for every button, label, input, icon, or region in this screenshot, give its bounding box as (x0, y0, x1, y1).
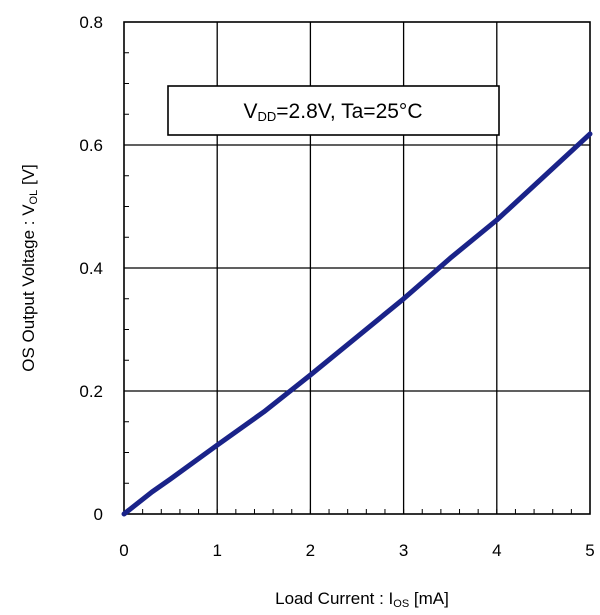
series-layer (121, 131, 593, 517)
y-tick-label: 0.6 (79, 136, 103, 155)
y-tick-labels: 0 0.2 0.4 0.6 0.8 (79, 13, 103, 524)
x-axis-title: Load Current : IOS [mA] (275, 589, 449, 610)
y-tick-label: 0.2 (79, 382, 103, 401)
x-tick-label: 4 (492, 541, 501, 560)
plot-frame (123, 21, 591, 515)
x-tick-labels: 0 1 2 3 4 5 (119, 541, 594, 560)
x-tick-label: 3 (399, 541, 408, 560)
annotation-box: VDD=2.8V, Ta=25°C (167, 85, 500, 136)
x-tick-label: 1 (212, 541, 221, 560)
x-tick-label: 2 (306, 541, 315, 560)
annotation-frame (167, 85, 500, 136)
y-tick-label: 0 (94, 505, 103, 524)
x-tick-label: 5 (585, 541, 594, 560)
minor-ticks (123, 21, 591, 515)
y-tick-label: 0.8 (79, 13, 103, 32)
y-axis-title: OS Output Voltage : VOL [V] (19, 164, 40, 371)
y-tick-label: 0.4 (79, 259, 103, 278)
series-line-1 (121, 131, 593, 517)
x-tick-label: 0 (119, 541, 128, 560)
annotation-text: VDD=2.8V, Ta=25°C (244, 100, 423, 124)
